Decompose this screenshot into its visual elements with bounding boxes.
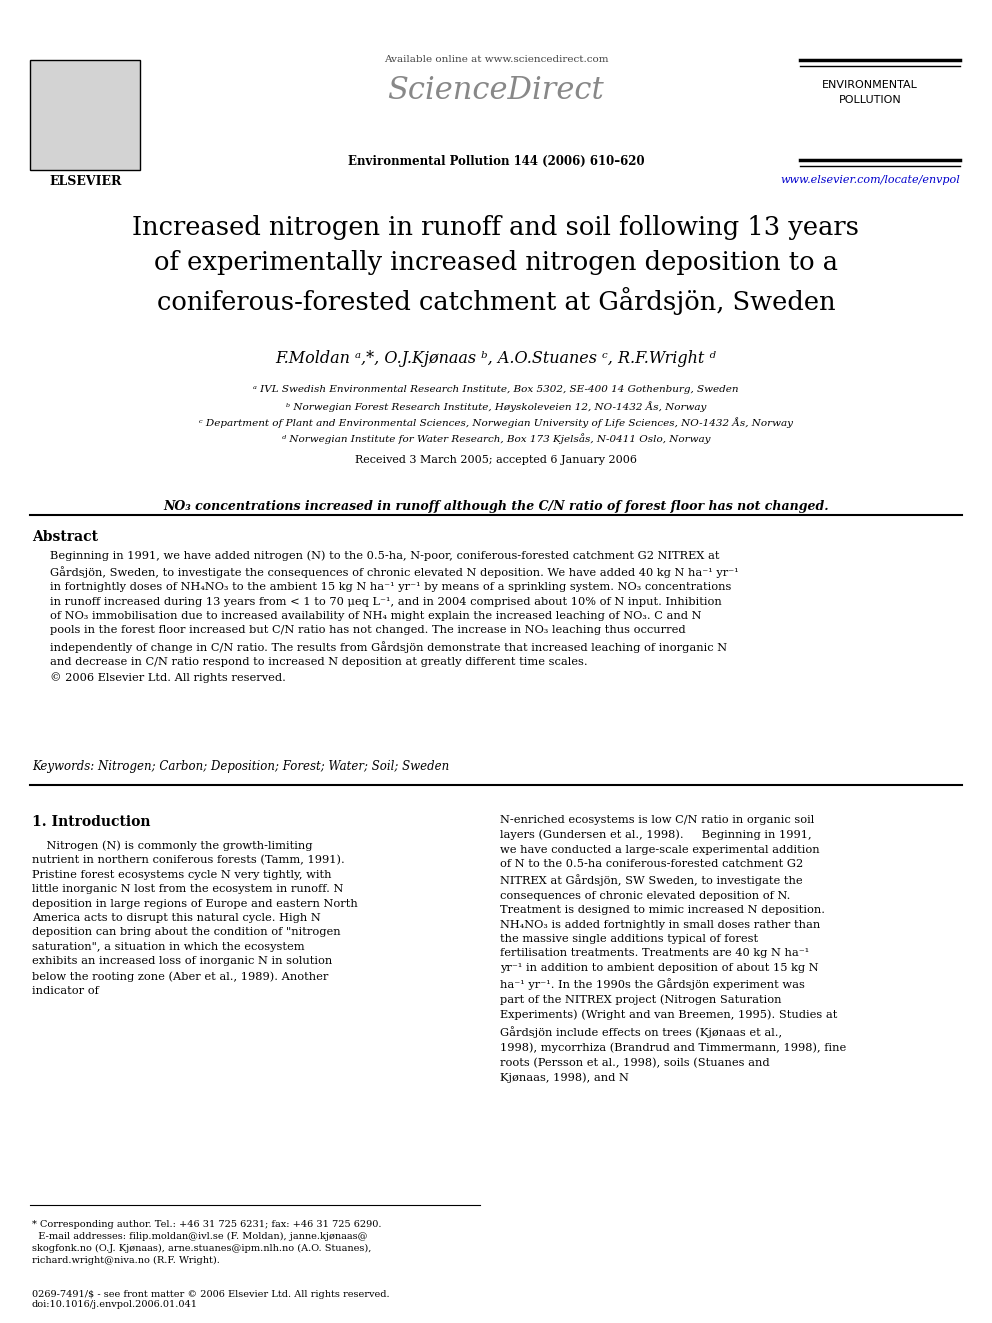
Text: ELSEVIER: ELSEVIER bbox=[50, 175, 122, 188]
Text: ᵃ IVL Swedish Environmental Research Institute, Box 5302, SE-400 14 Gothenburg, : ᵃ IVL Swedish Environmental Research Ins… bbox=[253, 385, 739, 394]
Text: POLLUTION: POLLUTION bbox=[838, 95, 902, 105]
Text: ScienceDirect: ScienceDirect bbox=[388, 75, 604, 106]
Text: N-enriched ecosystems is low C/N ratio in organic soil
layers (Gundersen et al.,: N-enriched ecosystems is low C/N ratio i… bbox=[500, 815, 846, 1084]
Text: F.Moldan ᵃ,*, O.J.Kjønaas ᵇ, A.O.Stuanes ᶜ, R.F.Wright ᵈ: F.Moldan ᵃ,*, O.J.Kjønaas ᵇ, A.O.Stuanes… bbox=[276, 351, 716, 366]
Text: Nitrogen (N) is commonly the growth-limiting
nutrient in northern coniferous for: Nitrogen (N) is commonly the growth-limi… bbox=[32, 840, 358, 996]
Text: ᵇ Norwegian Forest Research Institute, Høyskoleveien 12, NO-1432 Ås, Norway: ᵇ Norwegian Forest Research Institute, H… bbox=[286, 401, 706, 411]
Text: www.elsevier.com/locate/envpol: www.elsevier.com/locate/envpol bbox=[780, 175, 960, 185]
Text: * Corresponding author. Tel.: +46 31 725 6231; fax: +46 31 725 6290.
  E-mail ad: * Corresponding author. Tel.: +46 31 725… bbox=[32, 1220, 382, 1265]
Text: ᵈ Norwegian Institute for Water Research, Box 173 Kjelsås, N-0411 Oslo, Norway: ᵈ Norwegian Institute for Water Research… bbox=[282, 433, 710, 443]
Text: ENVIRONMENTAL: ENVIRONMENTAL bbox=[822, 79, 918, 90]
Text: Available online at www.sciencedirect.com: Available online at www.sciencedirect.co… bbox=[384, 56, 608, 64]
FancyBboxPatch shape bbox=[30, 60, 140, 169]
Text: Beginning in 1991, we have added nitrogen (N) to the 0.5-ha, N-poor, coniferous-: Beginning in 1991, we have added nitroge… bbox=[50, 550, 739, 683]
Text: Keywords: Nitrogen; Carbon; Deposition; Forest; Water; Soil; Sweden: Keywords: Nitrogen; Carbon; Deposition; … bbox=[32, 759, 449, 773]
Text: ᶜ Department of Plant and Environmental Sciences, Norwegian University of Life S: ᶜ Department of Plant and Environmental … bbox=[199, 417, 793, 427]
Text: Increased nitrogen in runoff and soil following 13 years
of experimentally incre: Increased nitrogen in runoff and soil fo… bbox=[133, 216, 859, 315]
Text: Abstract: Abstract bbox=[32, 531, 98, 544]
Text: NO₃ concentrations increased in runoff although the C/N ratio of forest floor ha: NO₃ concentrations increased in runoff a… bbox=[164, 500, 828, 513]
Text: Environmental Pollution 144 (2006) 610–620: Environmental Pollution 144 (2006) 610–6… bbox=[347, 155, 645, 168]
Text: 0269-7491/$ - see front matter © 2006 Elsevier Ltd. All rights reserved.
doi:10.: 0269-7491/$ - see front matter © 2006 El… bbox=[32, 1290, 390, 1310]
Text: 1. Introduction: 1. Introduction bbox=[32, 815, 151, 830]
Text: Received 3 March 2005; accepted 6 January 2006: Received 3 March 2005; accepted 6 Januar… bbox=[355, 455, 637, 464]
